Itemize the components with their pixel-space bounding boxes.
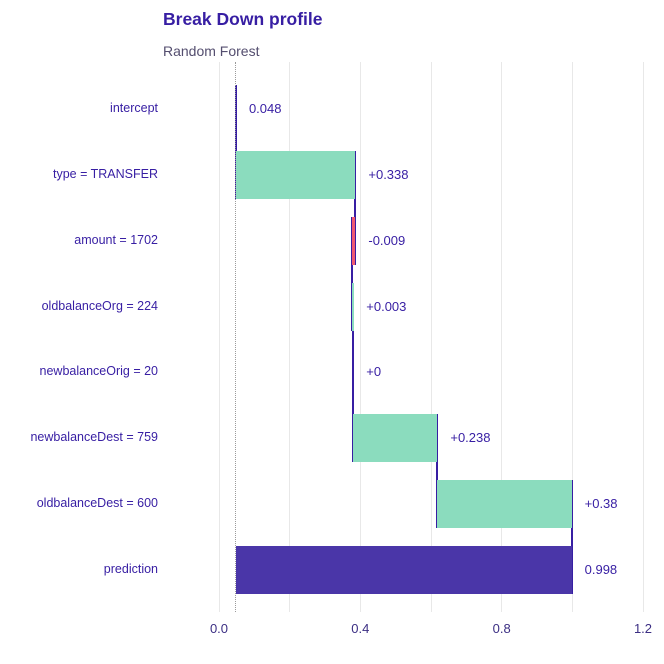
connector-line <box>351 216 354 331</box>
connector-line <box>352 282 355 397</box>
row-label: type = TRANSFER <box>52 166 158 181</box>
contribution-bar <box>235 546 572 595</box>
grid-line <box>359 62 361 612</box>
chart-subtitle: Random Forest <box>163 43 260 59</box>
grid-line <box>289 62 291 612</box>
value-label: +0.238 <box>450 430 491 446</box>
row-label: oldbalanceDest = 600 <box>36 496 158 511</box>
grid-line <box>430 62 432 612</box>
contribution-bar <box>352 216 356 265</box>
value-label: 0.998 <box>584 562 618 578</box>
grid-line <box>642 62 644 612</box>
connector-line <box>352 348 355 463</box>
value-label: +0.003 <box>366 298 407 314</box>
value-label: +0 <box>366 364 382 380</box>
value-label: +0.338 <box>368 166 409 182</box>
value-label: +0.38 <box>584 496 618 512</box>
row-label: amount = 1702 <box>74 232 158 247</box>
x-axis-tick-label: 0.0 <box>209 621 229 636</box>
contribution-bar <box>352 282 354 331</box>
row-label: oldbalanceOrg = 224 <box>41 298 158 313</box>
row-label: newbalanceOrig = 20 <box>39 364 158 379</box>
x-axis-tick-label: 0.8 <box>492 621 511 636</box>
value-label: -0.009 <box>368 232 406 248</box>
chart-title: Break Down profile <box>163 9 323 29</box>
connector-line <box>354 150 357 265</box>
connector-line <box>570 480 573 595</box>
x-axis-tick-label: 1.2 <box>633 621 653 636</box>
x-axis-tick-label: 0.4 <box>351 621 370 636</box>
row-label: intercept <box>110 101 158 115</box>
baseline-dotted-line <box>235 62 237 612</box>
contribution-bar <box>437 480 572 529</box>
row-label: newbalanceDest = 759 <box>30 430 158 445</box>
row-label: prediction <box>103 562 158 577</box>
grid-line <box>501 62 503 612</box>
connector-line <box>436 414 439 529</box>
contribution-bar <box>353 414 438 463</box>
value-label: 0.048 <box>248 101 282 116</box>
grid-line <box>218 62 220 612</box>
contribution-bar <box>235 150 356 199</box>
grid-line <box>571 62 573 612</box>
